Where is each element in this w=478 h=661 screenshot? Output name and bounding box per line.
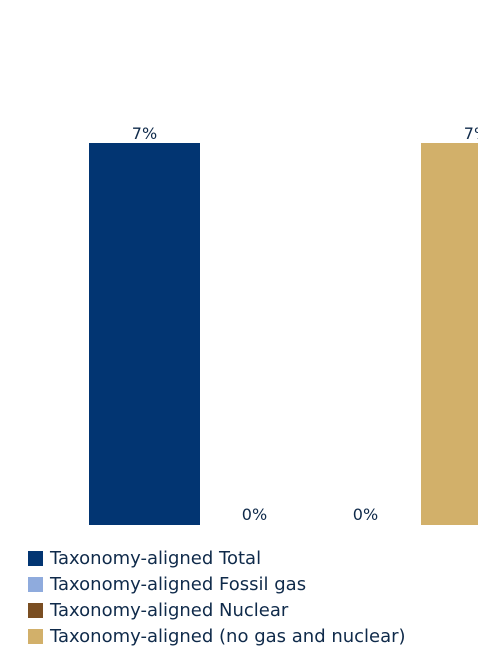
- legend-item-no-gas-nuclear: Taxonomy-aligned (no gas and nuclear): [28, 623, 406, 649]
- bar-value-label-nuclear: 0%: [353, 505, 378, 524]
- legend-label-total: Taxonomy-aligned Total: [50, 547, 262, 569]
- bar-value-label-fossil-gas: 0%: [242, 505, 267, 524]
- legend-swatch-no-gas-nuclear: [28, 628, 43, 644]
- bar-no-gas-nuclear: [421, 143, 478, 525]
- legend-swatch-nuclear: [28, 602, 43, 618]
- bar-chart: 7% 0% 0% 7%: [89, 124, 478, 525]
- legend-item-fossil-gas: Taxonomy-aligned Fossil gas: [28, 571, 406, 597]
- legend-label-no-gas-nuclear: Taxonomy-aligned (no gas and nuclear): [50, 625, 406, 647]
- legend-item-nuclear: Taxonomy-aligned Nuclear: [28, 597, 406, 623]
- legend-swatch-total: [28, 550, 43, 566]
- legend-item-total: Taxonomy-aligned Total: [28, 545, 406, 571]
- legend-swatch-fossil-gas: [28, 576, 43, 592]
- bar-value-label-no-gas-nuclear: 7%: [464, 124, 478, 143]
- bar-value-label-total: 7%: [132, 124, 157, 143]
- legend-label-nuclear: Taxonomy-aligned Nuclear: [50, 599, 289, 621]
- bar-total: [89, 143, 200, 525]
- chart-legend: Taxonomy-aligned Total Taxonomy-aligned …: [28, 545, 406, 649]
- legend-label-fossil-gas: Taxonomy-aligned Fossil gas: [50, 573, 307, 595]
